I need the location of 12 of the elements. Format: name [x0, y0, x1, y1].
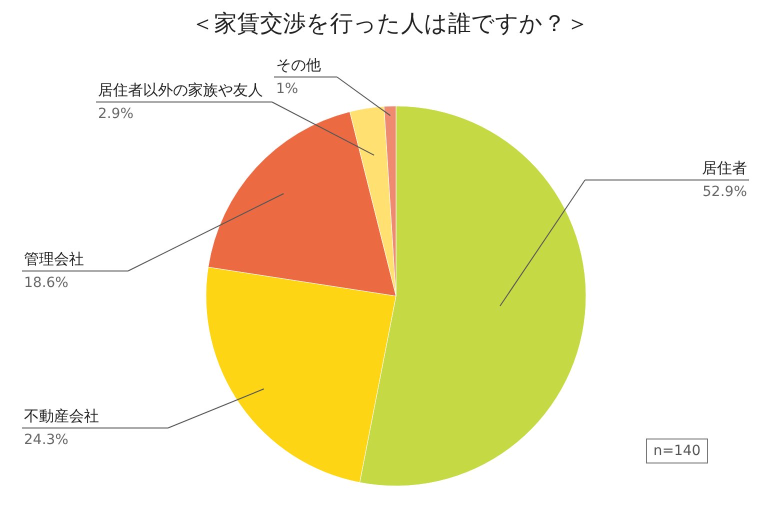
data-label: 1% — [276, 81, 298, 97]
slice-label: 居住者以外の家族や友人 — [98, 81, 263, 99]
data-label: 52.9% — [702, 184, 747, 200]
data-label: 24.3% — [24, 432, 68, 448]
chart-title: ＜家賃交渉を行った人は誰ですか？＞ — [191, 11, 589, 37]
slice-label: 不動産会社 — [24, 407, 99, 425]
slice-label: 居住者 — [702, 159, 747, 177]
slice-label: その他 — [276, 56, 321, 74]
data-label: 2.9% — [98, 106, 134, 122]
data-label: 18.6% — [24, 275, 68, 291]
text: n=140 — [653, 443, 701, 459]
slice-label: 管理会社 — [24, 250, 84, 268]
